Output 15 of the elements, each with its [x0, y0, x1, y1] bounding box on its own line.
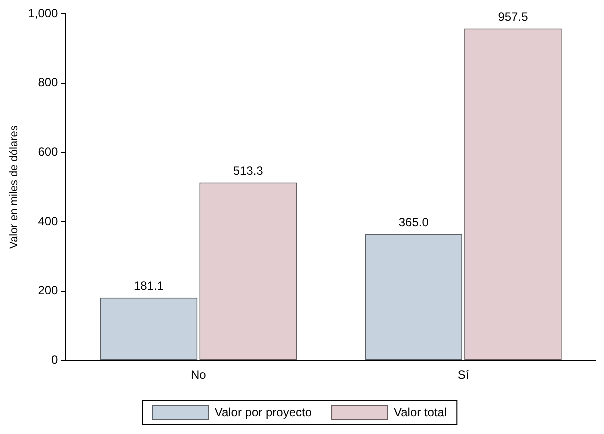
data-label: 181.1 — [134, 279, 164, 294]
y-tick-label: 0 — [52, 352, 59, 367]
y-tick-label: 200 — [38, 284, 59, 298]
data-label: 513.3 — [233, 164, 264, 178]
legend-label: Valor por proyecto — [214, 405, 312, 420]
data-label: 957.5 — [498, 10, 529, 24]
legend-label: Valor total — [394, 405, 448, 420]
data-label: 365.0 — [398, 215, 430, 230]
y-axis-title: Valor en miles de dólares — [8, 125, 21, 249]
y-tick-label: 600 — [38, 144, 59, 159]
x-tick-label: Sí — [458, 368, 470, 382]
y-tick-label: 1,000 — [28, 6, 59, 20]
y-tick-label: 400 — [38, 214, 59, 228]
x-tick-label: No — [191, 368, 207, 382]
y-tick-label: 800 — [38, 76, 59, 90]
